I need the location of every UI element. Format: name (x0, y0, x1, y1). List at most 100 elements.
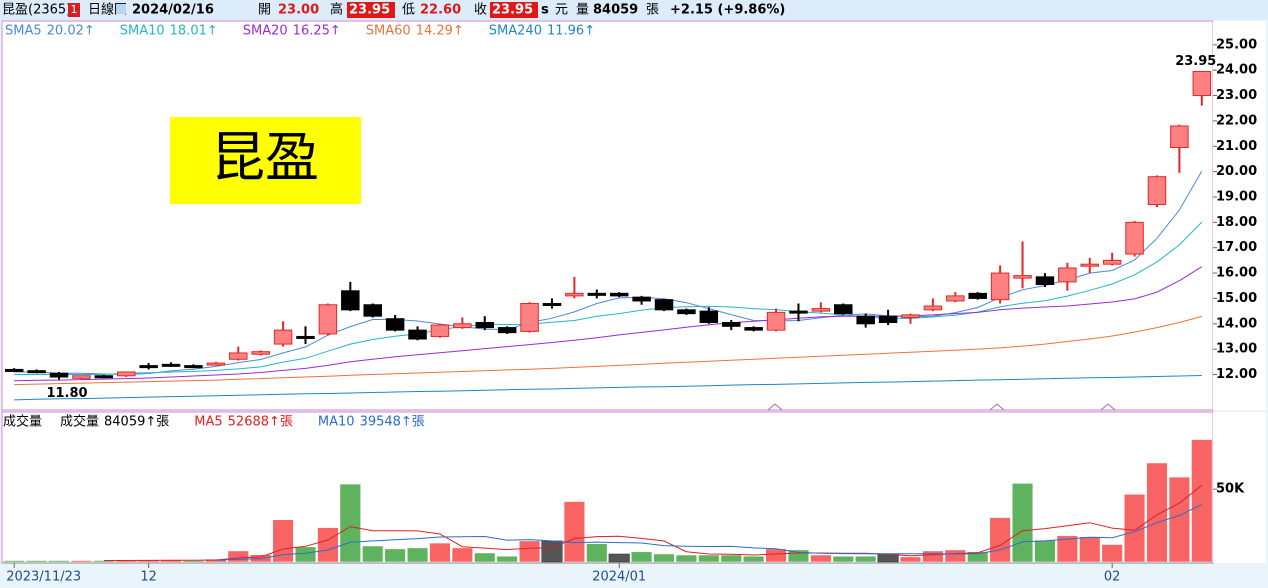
low-value: 22.60 (420, 3, 461, 18)
volume-bar (810, 554, 832, 563)
volume-bar (698, 554, 720, 563)
volume-bar (272, 519, 294, 563)
volume-bar (631, 551, 653, 563)
volume-bar (541, 540, 563, 563)
volume-bar (70, 560, 92, 563)
candle-body (1035, 276, 1055, 285)
checkbox[interactable] (116, 4, 126, 14)
candle-body (789, 310, 808, 314)
candle-body (1102, 259, 1122, 265)
candle-body (1080, 263, 1099, 267)
y-tick-label: 12.00 (1216, 367, 1257, 382)
legend-name: SMA5 (5, 24, 42, 39)
candle-body (497, 327, 517, 334)
annotation: 23.95 (1175, 54, 1216, 69)
legend-name: MA10 (318, 415, 355, 430)
volume-bar (1034, 539, 1056, 563)
volume-bar (586, 543, 608, 563)
volume-bar (1011, 483, 1034, 563)
candle-body (699, 310, 719, 324)
currency: 元 (555, 3, 568, 18)
close-bg (490, 2, 538, 18)
candle-body (565, 292, 584, 297)
volume-bar (787, 549, 810, 563)
candle-body (475, 322, 494, 329)
high-bg (347, 2, 395, 18)
y-tick-label: 13.00 (1216, 342, 1257, 357)
volume-value: 84059 (593, 3, 638, 18)
volume-bar (3, 560, 25, 563)
y-tick-label: 24.00 (1216, 63, 1257, 78)
volume-bar (362, 545, 384, 563)
candle-body (161, 363, 181, 367)
candle-body (184, 365, 203, 369)
candle-body (587, 292, 607, 296)
date: 2024/02/16 (132, 3, 214, 18)
candle-body (408, 329, 427, 340)
volume-bar (496, 555, 518, 563)
volume-bar (227, 550, 249, 563)
candle-body (251, 351, 270, 355)
volume-bar (474, 552, 496, 563)
candle-body (923, 305, 943, 311)
candle-body (632, 296, 651, 302)
candle-body (1147, 176, 1167, 206)
candle-body (1013, 275, 1032, 279)
legend-value: 39548↑張 (360, 415, 425, 430)
unit-icon: s (541, 3, 549, 18)
candle-body (520, 302, 539, 332)
volume-bar (563, 501, 585, 563)
candle-body (94, 375, 114, 379)
ma-line (103, 484, 1203, 561)
candle-body (901, 314, 920, 318)
volume-bar (1168, 476, 1190, 563)
volume-bar (1101, 544, 1123, 563)
label-box-text: 昆盈 (211, 126, 319, 189)
volume-bar (26, 560, 48, 563)
volume-bar (944, 549, 966, 563)
panel-title: 成交量 (3, 414, 42, 430)
y-tick-label: 14.00 (1216, 316, 1257, 331)
volume-bar (406, 547, 429, 563)
y-tick-label: 19.00 (1216, 189, 1257, 204)
legend-name: SMA240 (489, 24, 542, 39)
candle-body (654, 299, 674, 311)
badge-bg (68, 3, 80, 17)
legend-value: 16.25↑ (293, 24, 341, 39)
candle-body (49, 372, 69, 378)
volume-bar (899, 556, 922, 563)
volume-bar (832, 555, 854, 563)
change: +2.15 (+9.86%) (670, 3, 785, 18)
candle-body (72, 375, 91, 379)
volume-bar (967, 551, 989, 563)
legend-name: MA5 (194, 415, 222, 430)
annotation: 11.80 (46, 386, 87, 401)
y-tick-label: 18.00 (1216, 215, 1257, 230)
volume-bar (429, 542, 451, 563)
label-box (170, 117, 361, 204)
legend-name: SMA60 (366, 24, 411, 39)
candle-body (878, 315, 898, 324)
high-value: 23.95 (349, 3, 390, 18)
volume-unit: 張 (646, 3, 659, 18)
candle-body (363, 304, 382, 317)
volume-bar (720, 554, 742, 563)
legend-value: 84059↑張 (104, 415, 169, 430)
candle-body (609, 292, 629, 297)
marker (767, 403, 783, 411)
y-tick-label: 21.00 (1216, 139, 1257, 154)
candle-body (117, 371, 136, 377)
y-tick-label: 22.00 (1216, 113, 1257, 128)
x-tick-label: 2024/01 (592, 570, 646, 585)
candle-body (430, 324, 450, 337)
volume-bar (1146, 462, 1168, 563)
legend-name: SMA10 (120, 24, 165, 39)
y-tick-label: 20.00 (1216, 164, 1257, 179)
volume-bar (855, 555, 877, 563)
candle-body (139, 365, 158, 369)
candle-body (968, 292, 987, 299)
legend-value: 52688↑張 (228, 415, 293, 430)
volume-bar (675, 554, 697, 563)
